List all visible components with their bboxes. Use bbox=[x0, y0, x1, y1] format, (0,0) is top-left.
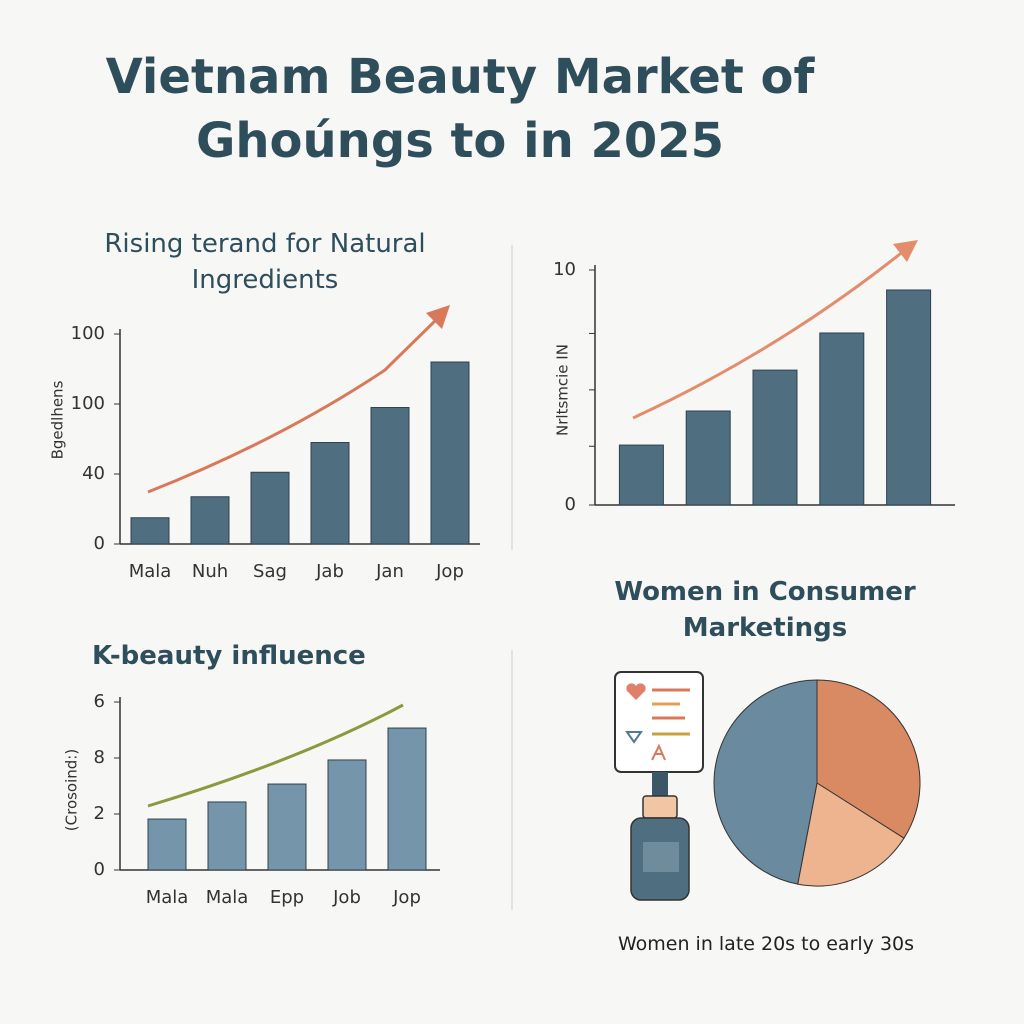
bar bbox=[387, 727, 427, 871]
chart-title: K-beauty influence bbox=[92, 641, 366, 671]
trend-arrow bbox=[632, 248, 906, 420]
pie-caption: Women in late 20s to early 30s bbox=[617, 933, 915, 955]
chart-title: Women in Consumer Marketings bbox=[614, 577, 916, 643]
pie-slice bbox=[797, 782, 905, 887]
x-tick-label: Jab bbox=[315, 561, 344, 582]
icon bbox=[614, 671, 704, 901]
bar bbox=[370, 407, 410, 545]
y-tick-label: 100 bbox=[71, 323, 105, 344]
bar bbox=[130, 517, 170, 545]
x-tick-label: Nuh bbox=[192, 561, 228, 582]
bar bbox=[618, 444, 664, 506]
y-tick-label: 8 bbox=[94, 747, 105, 768]
chart-title: Rising terand for Natural Ingredients bbox=[104, 229, 426, 295]
x-tick-label: Jop bbox=[435, 561, 464, 582]
bar bbox=[886, 289, 932, 506]
y-tick-label: 2 bbox=[94, 803, 105, 824]
trend-arrow bbox=[147, 316, 440, 494]
bar bbox=[190, 496, 230, 545]
x-tick-label: Mala bbox=[206, 887, 249, 908]
y-tick-label: 0 bbox=[565, 494, 576, 515]
bar bbox=[752, 369, 798, 506]
bar bbox=[250, 471, 290, 545]
trend-line bbox=[147, 703, 404, 808]
x-tick-label: Jop bbox=[392, 887, 421, 908]
arrow-head bbox=[426, 305, 450, 329]
y-axis-label: (Crosoind:) bbox=[63, 749, 81, 831]
bar bbox=[207, 801, 247, 871]
x-tick-label: Mala bbox=[129, 561, 172, 582]
pie-slice bbox=[816, 679, 921, 839]
page-title: Vietnam Beauty Market of Ghoúngs to in 2… bbox=[105, 49, 815, 169]
bar bbox=[310, 442, 350, 545]
bar bbox=[267, 783, 307, 871]
x-tick-label: Epp bbox=[270, 887, 304, 908]
arrow-head bbox=[893, 240, 918, 262]
y-axis-label: Bgedlhens bbox=[49, 380, 67, 459]
bar bbox=[819, 332, 865, 506]
x-tick-label: Mala bbox=[146, 887, 189, 908]
x-tick-label: Job bbox=[332, 887, 361, 908]
x-tick-label: Jan bbox=[375, 561, 404, 582]
y-tick-label: 100 bbox=[71, 393, 105, 414]
bar bbox=[147, 818, 187, 871]
y-tick-label: 40 bbox=[82, 463, 105, 484]
y-tick-label: 0 bbox=[94, 859, 105, 880]
pie-slice bbox=[713, 679, 818, 885]
bar bbox=[430, 361, 470, 545]
bar bbox=[327, 759, 367, 871]
y-axis-label: Nrltsmcie IN bbox=[554, 344, 572, 436]
y-tick-label: 0 bbox=[94, 533, 105, 554]
y-tick-label: 10 bbox=[553, 259, 576, 280]
y-tick-label: 6 bbox=[94, 691, 105, 712]
bar bbox=[685, 410, 731, 506]
x-tick-label: Sag bbox=[253, 561, 287, 582]
